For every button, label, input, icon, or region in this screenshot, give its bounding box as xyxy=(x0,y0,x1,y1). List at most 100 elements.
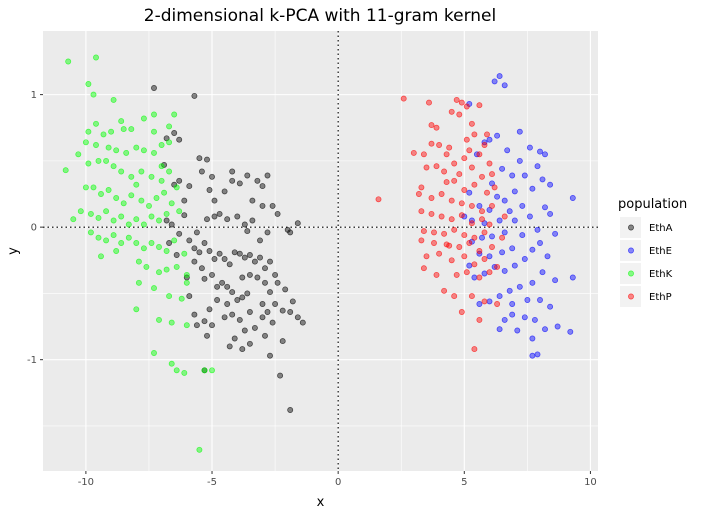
data-point xyxy=(542,151,548,158)
data-point xyxy=(471,131,478,138)
data-point xyxy=(234,297,241,303)
data-point xyxy=(448,108,455,115)
reference-lines xyxy=(43,31,598,471)
data-point xyxy=(436,142,443,148)
data-point xyxy=(428,140,435,147)
data-point xyxy=(418,237,425,244)
data-point xyxy=(476,274,483,281)
data-point xyxy=(456,111,463,118)
data-point xyxy=(246,252,253,258)
data-point xyxy=(65,58,72,65)
data-point xyxy=(279,338,286,345)
data-point xyxy=(173,252,180,258)
data-point xyxy=(516,128,523,135)
data-point xyxy=(423,164,430,171)
data-point xyxy=(241,221,248,228)
data-point xyxy=(544,253,551,260)
data-point xyxy=(468,120,475,127)
data-point xyxy=(448,257,455,264)
data-point xyxy=(479,216,485,223)
data-point xyxy=(148,240,155,246)
data-point xyxy=(239,346,246,353)
data-point xyxy=(90,184,97,191)
data-point xyxy=(98,253,104,260)
data-point xyxy=(534,163,541,170)
data-point xyxy=(501,267,508,274)
data-point xyxy=(269,202,276,209)
data-point xyxy=(433,163,440,170)
data-point xyxy=(524,297,531,303)
data-point xyxy=(206,187,213,193)
data-point xyxy=(428,122,435,129)
data-point xyxy=(186,183,193,190)
data-point xyxy=(178,295,185,302)
data-point xyxy=(171,237,178,244)
data-point xyxy=(118,213,125,220)
data-point xyxy=(133,144,140,151)
data-point xyxy=(486,253,493,260)
data-point xyxy=(453,96,460,103)
data-point xyxy=(135,258,142,265)
data-point xyxy=(476,102,483,109)
data-point xyxy=(491,184,498,191)
data-point xyxy=(410,149,417,156)
data-point xyxy=(476,151,483,158)
legend-item-EthK: EthK xyxy=(620,263,673,284)
data-point xyxy=(151,85,157,91)
data-point xyxy=(458,309,465,315)
data-point xyxy=(254,274,261,281)
data-point xyxy=(400,95,407,102)
data-point xyxy=(193,322,200,329)
data-point xyxy=(181,212,188,219)
data-point xyxy=(110,96,117,103)
data-point xyxy=(466,147,473,154)
data-point xyxy=(198,168,205,175)
data-point xyxy=(537,297,543,303)
data-point xyxy=(441,168,448,175)
y-tick-label: 0 xyxy=(31,223,37,234)
data-point xyxy=(274,279,281,286)
data-point xyxy=(509,172,516,179)
data-point xyxy=(272,301,279,307)
data-point xyxy=(436,250,443,257)
data-point xyxy=(289,298,296,305)
data-point xyxy=(133,216,140,223)
data-point xyxy=(269,319,276,326)
data-point xyxy=(501,197,508,204)
data-point xyxy=(254,177,261,184)
data-point xyxy=(496,73,503,80)
data-point xyxy=(251,258,258,265)
data-point xyxy=(146,202,152,209)
legend-label: EthA xyxy=(649,223,673,234)
x-axis-title: x xyxy=(317,495,325,510)
data-point xyxy=(567,328,574,335)
data-point xyxy=(234,213,241,220)
data-point xyxy=(168,360,175,367)
data-point xyxy=(95,234,102,241)
data-points xyxy=(62,54,576,453)
data-point xyxy=(431,229,437,236)
legend-items: EthA EthE EthK EthP xyxy=(620,217,673,307)
data-point xyxy=(506,287,513,294)
x-tick-label: 5 xyxy=(461,477,467,488)
data-point xyxy=(113,147,120,154)
data-point xyxy=(438,213,445,220)
data-point xyxy=(481,142,488,148)
data-point xyxy=(259,202,266,209)
y-tick-label: -1 xyxy=(27,355,37,366)
data-point xyxy=(163,266,170,273)
data-point xyxy=(156,269,162,276)
data-point xyxy=(138,197,145,204)
data-point xyxy=(158,177,165,184)
data-point xyxy=(93,120,99,127)
data-point xyxy=(181,197,188,204)
data-point xyxy=(494,193,501,200)
data-point xyxy=(168,200,175,207)
data-point xyxy=(458,212,465,219)
data-point xyxy=(443,179,450,186)
data-point xyxy=(183,322,190,329)
data-point xyxy=(448,197,455,204)
data-point xyxy=(133,240,140,246)
data-point xyxy=(87,229,94,236)
data-point xyxy=(98,191,104,197)
